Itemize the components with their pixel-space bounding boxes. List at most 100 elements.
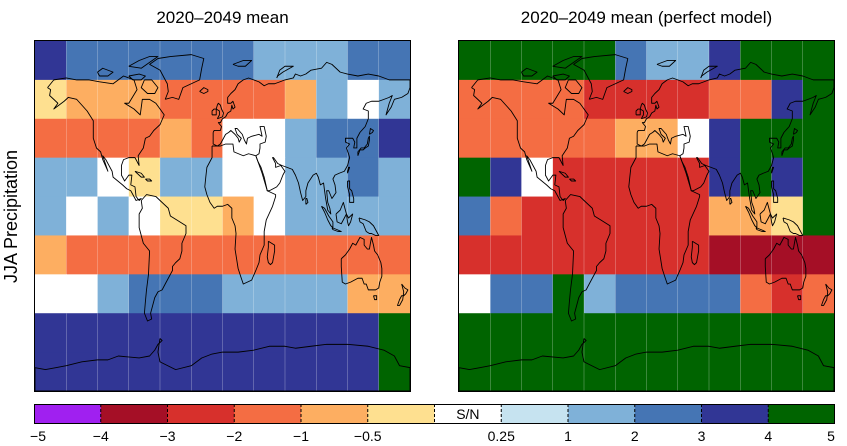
grid-cell-left-3-0 (35, 157, 67, 198)
grid-cell-right-8-7 (677, 352, 710, 391)
grid-cell-right-5-4 (584, 235, 616, 275)
coastline (128, 56, 159, 69)
grid-cell-right-1-1 (490, 79, 523, 120)
grid-cell-right-3-6 (646, 157, 679, 198)
coastline (635, 108, 641, 116)
colorbar: S/N (34, 404, 835, 424)
grid-cell-left-3-11 (378, 157, 410, 198)
colorbar-segment-10 (701, 404, 769, 424)
coastline (331, 227, 342, 232)
grid-cell-left-6-9 (316, 274, 349, 314)
coastline (771, 166, 775, 174)
coastline (347, 180, 355, 203)
grid-cell-left-6-1 (66, 274, 99, 314)
grid-cell-left-5-8 (285, 235, 317, 275)
grid-cell-left-8-10 (347, 352, 380, 391)
grid-cell-right-6-9 (740, 274, 773, 314)
coastline (471, 75, 589, 201)
grid-cell-left-8-3 (128, 352, 161, 391)
grid-cell-left-3-1 (66, 157, 99, 198)
grid-cell-right-7-9 (740, 313, 773, 353)
colorbar-tick-label: 0.25 (487, 428, 515, 444)
grid-cell-right-0-10 (771, 41, 804, 81)
grid-cell-left-3-4 (160, 157, 192, 198)
coastline (358, 217, 380, 236)
colorbar-segment-8 (568, 404, 636, 424)
coastline (204, 143, 277, 285)
coastline (199, 87, 209, 94)
coastline (276, 65, 294, 79)
coastlines (459, 54, 834, 391)
map-panel-left (34, 40, 411, 392)
coastline (97, 67, 114, 77)
grid-cell-right-8-0 (459, 352, 491, 391)
grid-cell-left-2-1 (66, 118, 99, 159)
grid-cell-left-0-5 (191, 41, 224, 81)
coastline (35, 338, 410, 391)
colorbar-label: S/N (456, 406, 479, 422)
grid-cell-left-7-1 (66, 313, 99, 353)
grid-cell-right-5-8 (709, 235, 741, 275)
grid-cell-left-4-7 (253, 196, 286, 237)
grid-cell-right-6-2 (521, 274, 554, 314)
grid-cell-right-8-1 (490, 352, 523, 391)
coastline (368, 128, 374, 135)
coastline (623, 87, 633, 94)
colorbar-tick-label: −3 (159, 428, 176, 444)
grid-cell-left-2-2 (97, 118, 130, 159)
grid-cell-right-8-11 (802, 352, 834, 391)
grid-cell-right-8-10 (771, 352, 804, 391)
grid-cell-left-6-5 (191, 274, 224, 314)
grid-cell-left-5-1 (66, 235, 99, 275)
grid-cell-right-0-11 (802, 41, 834, 81)
grid-cell-right-5-0 (459, 235, 491, 275)
grid-cell-left-6-11 (378, 274, 410, 314)
grid-cell-right-3-4 (584, 157, 616, 198)
colorbar-tick-label: 1 (564, 428, 572, 444)
coastline (821, 283, 833, 306)
colorbar-segment-9 (634, 404, 702, 424)
grid-cell-right-2-2 (521, 118, 554, 159)
colorbar-tick-label: −1 (293, 428, 309, 444)
grid-cell-right-4-10 (771, 196, 804, 237)
panel-title-left: 2020–2049 mean (156, 8, 289, 27)
grid-cell-left-1-10 (347, 79, 380, 120)
grid-cell-left-0-10 (347, 41, 380, 81)
colorbar-segment-1 (100, 404, 168, 424)
coastline (769, 213, 778, 227)
grid-cell-right-2-7 (677, 118, 710, 159)
grid-cell-left-1-7 (253, 79, 286, 120)
grid-cell-left-4-1 (66, 196, 99, 237)
coastline (573, 54, 629, 100)
grid-cell-right-0-0 (459, 41, 491, 81)
grid-cell-left-4-4 (160, 196, 192, 237)
coastline (558, 170, 569, 178)
grid-cell-left-0-4 (160, 41, 192, 81)
grid-cell-right-8-2 (521, 352, 554, 391)
coastline (212, 61, 410, 215)
coastline (149, 54, 205, 100)
grid-cell-right-6-11 (802, 274, 834, 314)
coastline (569, 178, 577, 182)
grid-cell-left-5-5 (191, 235, 224, 275)
grid-cell-left-7-6 (222, 313, 255, 353)
grid-cell-left-8-6 (222, 352, 255, 391)
grid-cell-left-8-1 (66, 352, 99, 391)
grid-cell-left-2-0 (35, 118, 67, 159)
grid-cell-right-5-1 (490, 235, 523, 275)
grid-cell-right-8-9 (740, 352, 773, 391)
grid-cell-right-2-4 (584, 118, 616, 159)
coastline (552, 73, 570, 81)
grid-cell-left-0-2 (97, 41, 130, 81)
grid-cell-left-0-1 (66, 41, 99, 81)
grid-cell-left-5-2 (97, 235, 130, 275)
grid-cell-left-0-8 (285, 41, 317, 81)
grid-cell-left-6-10 (347, 274, 380, 314)
grid-cell-right-7-7 (677, 313, 710, 353)
grid-cell-right-5-10 (771, 235, 804, 275)
colorbar-tick-label: −4 (92, 428, 109, 444)
colorbar-frame (34, 404, 835, 424)
grid-cell-left-4-10 (347, 196, 380, 237)
grid-cell-right-8-3 (552, 352, 585, 391)
grid-cell-right-0-2 (521, 41, 554, 81)
